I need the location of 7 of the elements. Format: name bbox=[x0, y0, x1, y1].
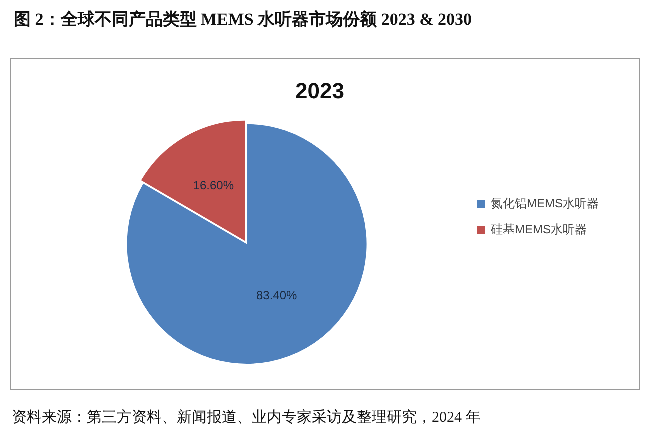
legend-label: 硅基MEMS水听器 bbox=[490, 222, 587, 236]
data-label: 16.60% bbox=[193, 178, 234, 193]
text: 资料来源：第三方资料、新闻报道、业内专家采访及整理研究，2024 年 bbox=[12, 408, 481, 427]
data-label: 83.40% bbox=[256, 288, 298, 302]
chart-title: 图 2：全球不同产品类型 MEMS 水听器市场份额 2023 & 2030 bbox=[14, 9, 472, 31]
legend-label: 氮化铝MEMS水听器 bbox=[491, 196, 599, 210]
chart-subtitle: 2023 bbox=[296, 78, 344, 104]
